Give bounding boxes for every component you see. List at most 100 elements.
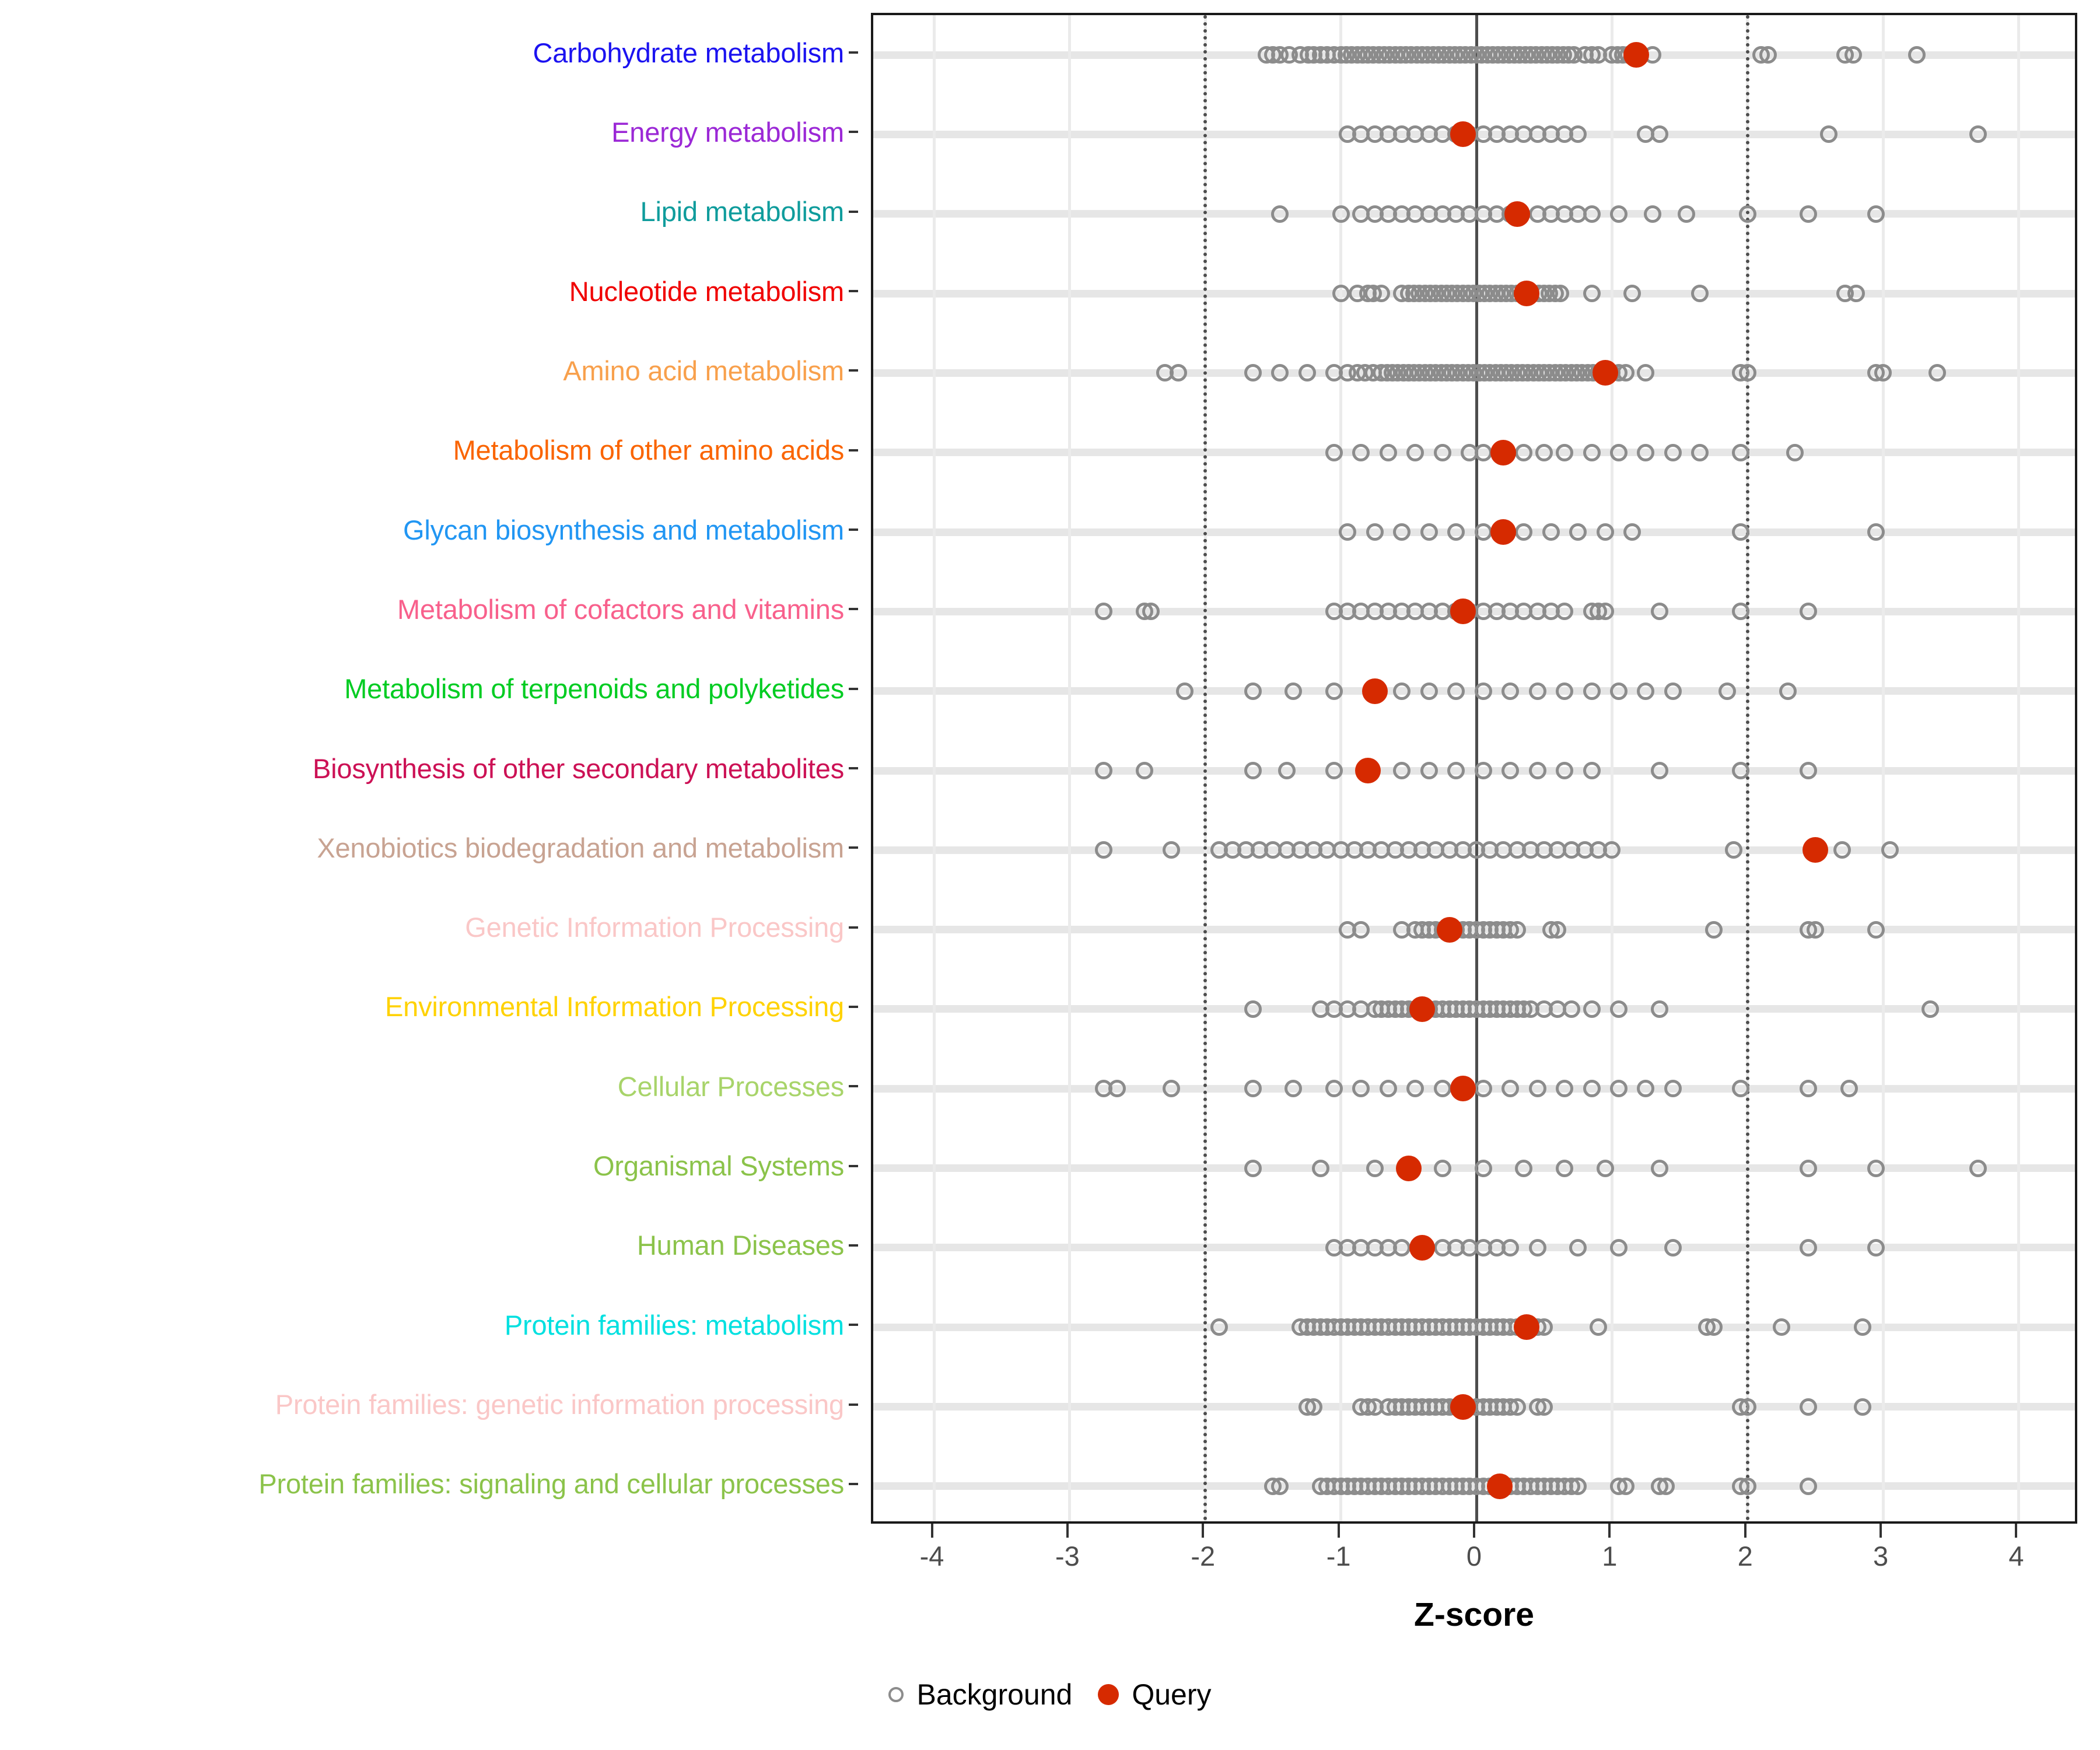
background-point (1800, 762, 1818, 779)
x-axis-tick-label: 1 (1602, 1541, 1618, 1572)
query-point (1395, 1155, 1422, 1181)
background-point (1163, 1080, 1181, 1098)
background-point (1854, 1318, 1872, 1336)
background-point (1379, 443, 1397, 461)
background-point (1393, 762, 1411, 779)
x-axis-tick (1473, 1524, 1475, 1538)
background-point (1142, 603, 1160, 621)
query-point (1802, 837, 1828, 863)
background-point (1844, 46, 1862, 64)
background-point (1556, 682, 1574, 700)
background-point (1854, 1398, 1872, 1416)
x-axis-title: Z-score (1414, 1596, 1534, 1633)
background-point (1867, 1159, 1885, 1177)
y-axis-tick (849, 210, 858, 213)
background-point (1447, 762, 1465, 779)
background-point (1284, 1080, 1303, 1098)
background-point (1657, 1477, 1675, 1495)
background-point (1556, 762, 1574, 779)
x-axis: -4 -3 -2 -1 0 1 2 3 4 (871, 1524, 2077, 1611)
background-point (1772, 1318, 1790, 1336)
background-point (1433, 443, 1451, 461)
background-point (1583, 205, 1601, 223)
background-point (1800, 603, 1818, 621)
background-point (1616, 364, 1634, 382)
background-point (1596, 523, 1614, 541)
background-point (1406, 1080, 1424, 1098)
background-point (1515, 443, 1533, 461)
background-point (1552, 285, 1570, 303)
legend-label-query: Query (1132, 1678, 1212, 1711)
background-point (1623, 523, 1642, 541)
background-point (1535, 443, 1553, 461)
y-axis-label: Nucleotide metabolism (569, 275, 844, 307)
background-point (1298, 364, 1316, 382)
background-point (1569, 1238, 1587, 1256)
background-point (1583, 443, 1601, 461)
y-axis-tick (849, 131, 858, 134)
background-point (1867, 921, 1885, 939)
background-point (1800, 1398, 1818, 1416)
background-point (1664, 443, 1682, 461)
background-point (1325, 682, 1343, 700)
background-point (1867, 205, 1885, 223)
background-point (1922, 1000, 1940, 1018)
background-point (1515, 523, 1533, 541)
background-point (1373, 285, 1391, 303)
background-point (1637, 682, 1655, 700)
background-point (1474, 762, 1492, 779)
x-axis-tick-label: -2 (1191, 1541, 1216, 1572)
background-point (1244, 682, 1262, 700)
background-point (1095, 762, 1112, 779)
background-point (1406, 443, 1424, 461)
reference-line--2 (1203, 15, 1208, 1521)
y-axis-tick (849, 369, 858, 372)
background-point (1135, 762, 1153, 779)
x-axis-tick (1337, 1524, 1340, 1538)
background-point (1738, 1477, 1756, 1495)
background-point (1583, 682, 1601, 700)
background-point (1800, 1238, 1818, 1256)
background-point (1271, 364, 1289, 382)
background-point (1352, 443, 1370, 461)
x-axis-tick-label: 3 (1873, 1541, 1889, 1572)
query-point (1450, 1076, 1476, 1102)
y-axis-tick (849, 767, 858, 769)
background-point (1725, 841, 1743, 859)
background-point (1379, 1080, 1397, 1098)
background-point (1420, 523, 1438, 541)
y-axis-tick (849, 528, 858, 531)
background-point (1508, 921, 1526, 939)
background-point (1732, 1080, 1750, 1098)
background-point (1474, 682, 1492, 700)
background-point (1176, 682, 1194, 700)
background-point (1637, 364, 1655, 382)
background-point (1732, 603, 1750, 621)
background-point (1502, 682, 1520, 700)
background-point (1664, 682, 1682, 700)
background-point (1704, 921, 1723, 939)
background-point (1732, 762, 1750, 779)
y-axis-tick (849, 608, 858, 611)
background-point (1609, 1000, 1628, 1018)
query-point (1513, 1314, 1539, 1340)
background-point (1678, 205, 1696, 223)
y-axis-category-labels: Carbohydrate metabolism Energy metabolism… (0, 13, 858, 1524)
background-point (1095, 841, 1112, 859)
x-axis-tick (1202, 1524, 1205, 1538)
background-point (1867, 523, 1885, 541)
query-point (1623, 42, 1650, 68)
background-point (1393, 682, 1411, 700)
background-point (1562, 1000, 1580, 1018)
background-marker-icon (888, 1687, 904, 1702)
y-axis-label: Protein families: metabolism (504, 1309, 844, 1340)
background-point (1840, 1080, 1858, 1098)
background-point (1447, 523, 1465, 541)
background-point (1569, 125, 1587, 144)
x-gridline (2017, 15, 2020, 1521)
x-gridline (1881, 15, 1885, 1521)
background-point (1352, 921, 1370, 939)
background-point (1284, 682, 1303, 700)
y-axis-label: Glycan biosynthesis and metabolism (402, 514, 844, 545)
x-gridline (933, 15, 936, 1521)
